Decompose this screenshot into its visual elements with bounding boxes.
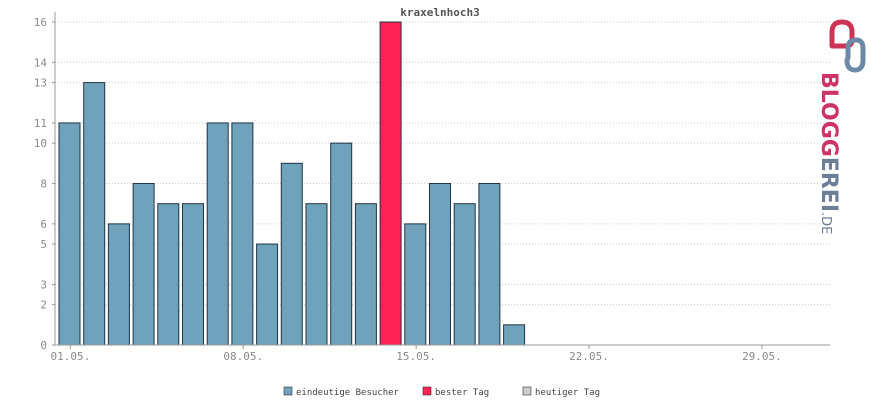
- bar: [354, 203, 377, 346]
- bar: [107, 223, 130, 346]
- chart-title: kraxelnhoch3: [400, 6, 479, 19]
- bar: [429, 183, 451, 346]
- bar: [305, 203, 328, 346]
- x-tick-label: 01.05.: [50, 350, 90, 363]
- bar: [256, 243, 279, 346]
- x-tick-label: 08.05.: [223, 350, 263, 363]
- bar: [132, 183, 155, 346]
- legend-swatch-best-day: [422, 386, 432, 396]
- bar: [182, 203, 204, 346]
- legend-label-best-day: bester Tag: [435, 388, 489, 398]
- bar: [157, 203, 180, 346]
- bar: [503, 324, 526, 346]
- bar: [404, 223, 427, 346]
- legend: eindeutige Besucher bester Tag heutiger …: [283, 386, 600, 398]
- legend-swatch-today: [522, 386, 532, 396]
- logo-wordmark: BLOGGEREI.DE: [816, 72, 841, 234]
- bar: [280, 162, 303, 346]
- x-tick-label: 29.05.: [742, 350, 782, 363]
- x-tick-label: 15.05.: [396, 350, 436, 363]
- legend-label-visitors: eindeutige Besucher: [296, 388, 400, 398]
- y-tick-label: 16: [34, 16, 47, 29]
- legend-label-today: heutiger Tag: [535, 388, 600, 398]
- y-tick-label: 2: [40, 299, 47, 312]
- bar: [453, 203, 476, 346]
- legend-swatch-visitors: [283, 386, 293, 396]
- y-axis-ticks: 0 2 3 5 6 8 10 11 13 14 16: [34, 16, 55, 352]
- logo-mark-icon: [829, 19, 866, 73]
- y-tick-label: 5: [40, 238, 47, 251]
- y-tick-label: 10: [34, 137, 47, 150]
- x-axis-ticks: 01.05. 08.05. 15.05. 22.05. 29.05.: [50, 345, 782, 363]
- y-tick-label: 13: [34, 77, 47, 90]
- bar: [206, 122, 229, 346]
- bloggerei-logo: BLOGGEREI.DE: [816, 19, 866, 234]
- y-tick-label: 11: [34, 117, 47, 130]
- bar: [478, 183, 501, 346]
- bar: [83, 82, 106, 346]
- bars: [58, 21, 526, 346]
- y-tick-label: 8: [40, 178, 47, 191]
- bar: [330, 142, 353, 346]
- x-tick-label: 22.05.: [569, 350, 609, 363]
- y-tick-label: 14: [34, 56, 48, 69]
- y-tick-label: 3: [40, 278, 47, 291]
- y-tick-label: 0: [40, 339, 47, 352]
- y-tick-label: 6: [40, 218, 47, 231]
- bar-best-day: [379, 21, 402, 346]
- bar: [231, 122, 254, 346]
- bar: [58, 122, 81, 346]
